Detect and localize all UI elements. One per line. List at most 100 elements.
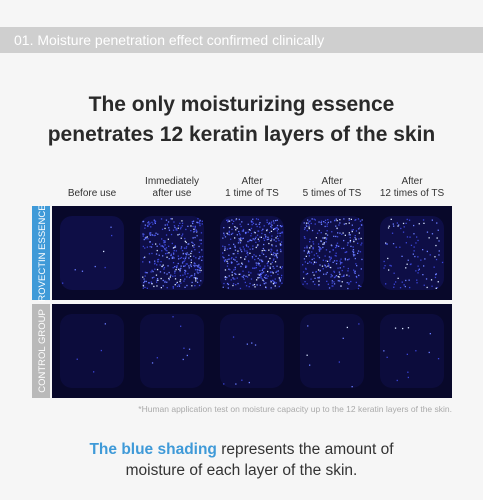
moisture-dot <box>228 230 230 232</box>
moisture-dot <box>187 272 189 275</box>
moisture-dot <box>437 229 439 231</box>
moisture-dot <box>201 249 203 251</box>
moisture-dot <box>360 268 362 270</box>
moisture-dot <box>233 278 235 280</box>
moisture-dot <box>149 246 151 248</box>
moisture-dot <box>232 253 234 255</box>
moisture-dot <box>277 228 279 230</box>
moisture-dot <box>192 237 194 239</box>
moisture-dot <box>143 278 145 280</box>
moisture-dot <box>302 271 305 273</box>
moisture-dot <box>241 262 243 264</box>
moisture-dot <box>193 231 195 233</box>
moisture-dot <box>170 254 172 257</box>
moisture-dot <box>270 251 272 253</box>
moisture-dot <box>274 255 276 257</box>
column-header-line: 12 times of TS <box>379 188 445 199</box>
moisture-dot <box>256 234 259 236</box>
moisture-dot <box>395 281 397 283</box>
moisture-dot <box>148 261 151 263</box>
moisture-dot <box>338 224 340 226</box>
moisture-dot <box>148 282 150 284</box>
moisture-dot <box>276 219 278 221</box>
moisture-dot <box>173 257 175 259</box>
moisture-dot <box>178 284 180 286</box>
moisture-dot <box>332 261 334 263</box>
moisture-dot <box>233 220 235 222</box>
moisture-dot <box>337 275 339 278</box>
moisture-dot <box>270 226 272 228</box>
moisture-dot <box>192 245 194 247</box>
moisture-dot <box>347 259 349 261</box>
moisture-dot <box>161 250 163 252</box>
moisture-dot <box>148 223 150 226</box>
moisture-dot <box>176 281 178 284</box>
moisture-dot <box>198 264 200 266</box>
moisture-dot <box>326 230 328 232</box>
moisture-dot <box>334 246 337 249</box>
moisture-dot <box>191 221 193 223</box>
moisture-dot <box>334 254 336 257</box>
moisture-dot <box>415 350 417 352</box>
moisture-dot <box>195 230 197 233</box>
moisture-dot <box>233 258 235 260</box>
moisture-dot <box>326 223 328 225</box>
moisture-dot <box>199 224 201 227</box>
moisture-dot <box>320 220 323 222</box>
moisture-dot <box>340 262 342 264</box>
moisture-dot <box>146 236 148 238</box>
moisture-dot <box>142 245 144 248</box>
moisture-dot <box>252 238 254 240</box>
moisture-dot <box>357 218 360 220</box>
moisture-dot <box>151 234 153 236</box>
moisture-dot <box>270 224 273 226</box>
moisture-dot <box>188 243 190 245</box>
moisture-dot <box>224 248 226 250</box>
moisture-dot <box>186 284 188 287</box>
moisture-dot <box>224 260 226 263</box>
moisture-dot <box>173 221 175 223</box>
moisture-dot <box>322 246 324 249</box>
moisture-dot <box>322 237 324 239</box>
moisture-dot <box>265 287 267 289</box>
moisture-dot <box>265 286 267 288</box>
moisture-dot <box>274 281 276 283</box>
moisture-dot <box>324 219 327 221</box>
moisture-dot <box>320 248 322 250</box>
moisture-dot <box>355 275 358 278</box>
moisture-dot <box>201 259 203 261</box>
moisture-dot <box>428 351 430 354</box>
moisture-dot <box>179 270 181 273</box>
moisture-dot <box>222 252 224 254</box>
moisture-dot <box>180 325 182 327</box>
moisture-dot <box>152 270 154 273</box>
moisture-dot <box>156 278 159 280</box>
moisture-dot <box>303 228 306 230</box>
moisture-dot <box>193 262 196 264</box>
moisture-dot <box>190 259 192 261</box>
moisture-dot <box>174 284 176 286</box>
moisture-dot <box>261 269 263 272</box>
moisture-dot <box>242 246 244 248</box>
moisture-dot <box>425 278 428 280</box>
moisture-dot <box>318 256 321 259</box>
moisture-dot <box>330 257 332 260</box>
moisture-dot <box>438 254 440 256</box>
moisture-dot <box>306 354 308 356</box>
moisture-dot <box>197 272 199 274</box>
moisture-dot <box>198 258 200 260</box>
moisture-dot <box>327 219 329 221</box>
moisture-dot <box>178 285 181 287</box>
moisture-dot <box>349 241 351 243</box>
moisture-dot <box>195 229 197 231</box>
moisture-dot <box>354 272 356 274</box>
moisture-dot <box>181 262 184 264</box>
moisture-dot <box>319 270 321 272</box>
moisture-dot <box>267 265 269 267</box>
moisture-dot <box>270 230 273 232</box>
moisture-dot <box>250 232 253 235</box>
moisture-dot <box>326 260 329 262</box>
moisture-dot <box>190 264 192 266</box>
moisture-dot <box>182 261 184 263</box>
moisture-dot <box>344 234 346 236</box>
